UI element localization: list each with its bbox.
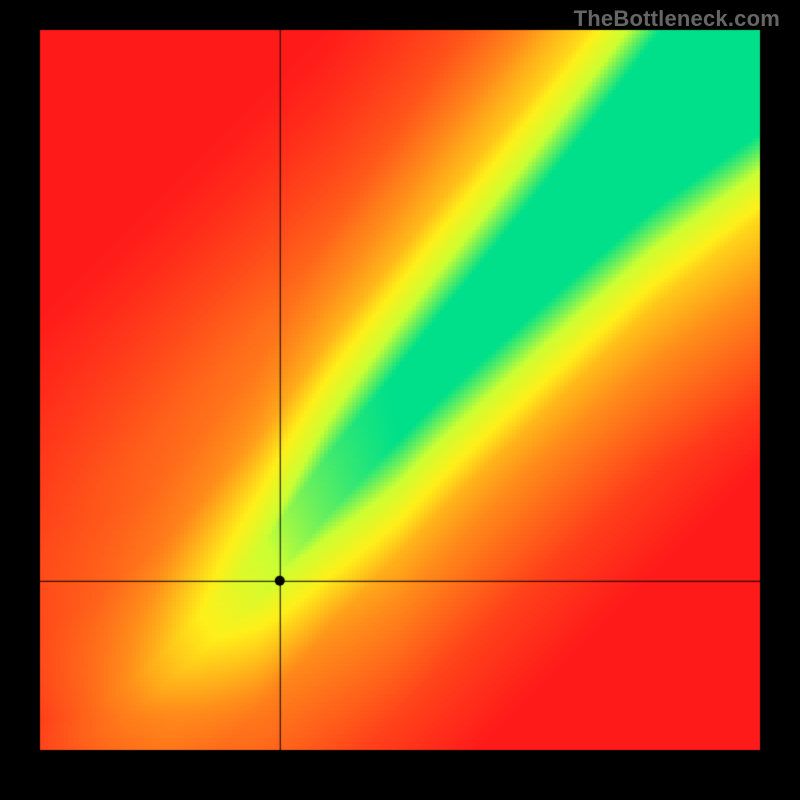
watermark-text: TheBottleneck.com — [574, 6, 780, 32]
chart-container: TheBottleneck.com — [0, 0, 800, 800]
bottleneck-heatmap-canvas — [0, 0, 800, 800]
